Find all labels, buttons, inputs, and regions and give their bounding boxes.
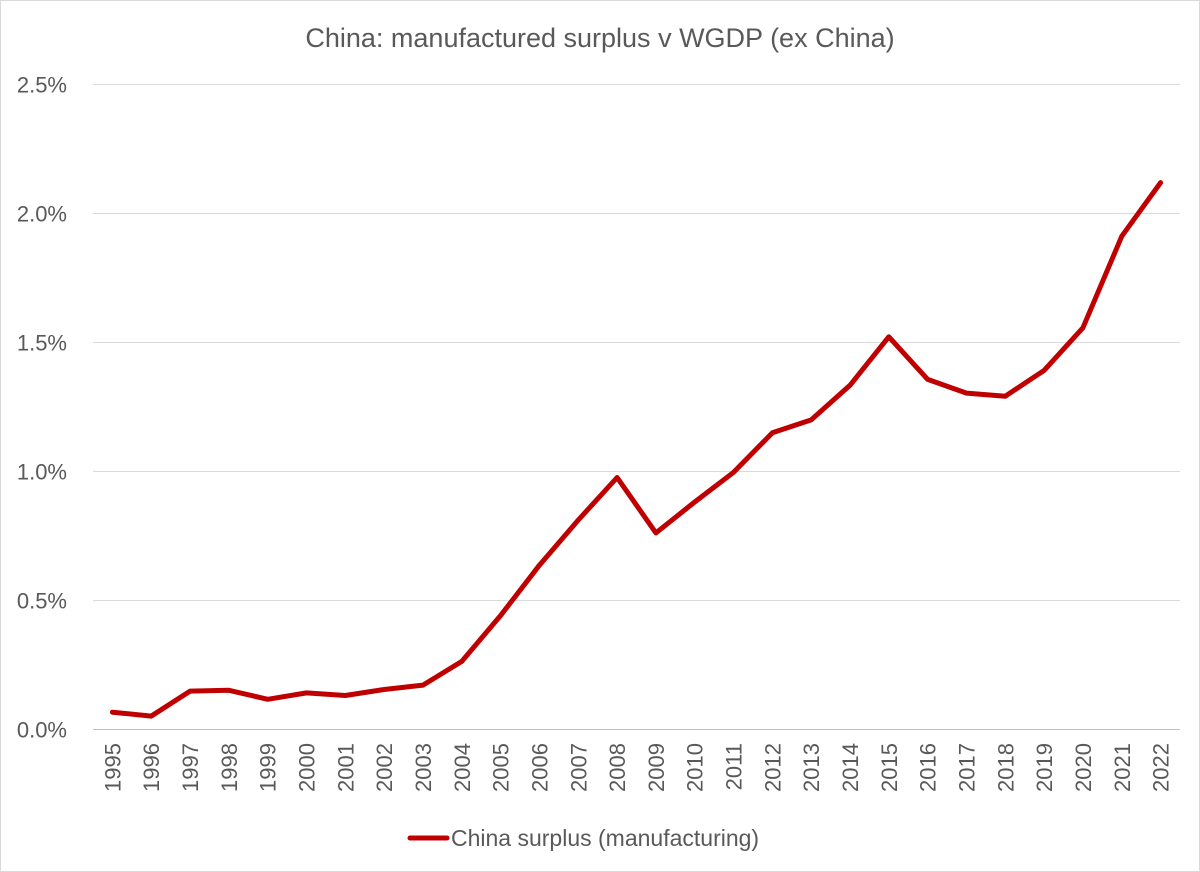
gridlines: [93, 84, 1180, 601]
legend-label: China surplus (manufacturing): [451, 825, 759, 851]
x-tick-label: 2010: [683, 743, 708, 792]
x-tick-label: 2005: [489, 743, 514, 792]
series: [109, 180, 1164, 719]
series-line: [109, 180, 1164, 719]
x-tick-label: 2011: [722, 743, 747, 790]
x-tick-label: 2007: [566, 743, 591, 792]
y-tick-label: 0.5%: [17, 589, 67, 614]
x-tick-label: 2006: [527, 743, 552, 792]
x-tick-label: 2017: [954, 743, 979, 792]
x-tick-label: 1995: [100, 743, 125, 792]
x-tick-label: 1996: [139, 743, 164, 792]
y-tick-label: 2.5%: [17, 73, 67, 98]
x-tick-label: 2004: [450, 743, 475, 792]
x-tick-label: 1998: [217, 743, 242, 792]
x-axis-ticks: 1995 1996 1997 1998 1999 2000 2001 2002 2003 2004…: [100, 743, 1173, 792]
x-tick-label: 2000: [295, 743, 320, 792]
x-tick-label: 2018: [993, 743, 1018, 792]
x-tick-label: 1999: [256, 743, 281, 792]
x-tick-label: 2013: [799, 743, 824, 792]
x-tick-label: 2015: [877, 743, 902, 792]
x-tick-label: 2008: [605, 743, 630, 792]
x-tick-label: 2002: [372, 743, 397, 792]
x-tick-label: 2001: [333, 743, 358, 792]
x-tick-label: 1997: [178, 743, 203, 792]
x-tick-label: 2019: [1032, 743, 1057, 792]
x-tick-label: 2009: [644, 743, 669, 792]
x-tick-label: 2022: [1149, 743, 1174, 792]
x-tick-label: 2021: [1110, 743, 1135, 792]
y-tick-label: 1.0%: [17, 460, 67, 485]
x-tick-label: 2012: [760, 743, 785, 792]
x-tick-label: 2016: [916, 743, 941, 792]
x-tick-label: 2020: [1071, 743, 1096, 792]
x-tick-label: 2014: [838, 743, 863, 792]
x-tick-label: 2003: [411, 743, 436, 792]
legend: China surplus (manufacturing): [407, 825, 759, 851]
y-tick-label: 0.0%: [17, 718, 67, 743]
y-tick-label: 2.0%: [17, 202, 67, 227]
chart-title: China: manufactured surplus v WGDP (ex C…: [305, 23, 894, 53]
y-tick-label: 1.5%: [17, 331, 67, 356]
y-axis-ticks: 0.0% 0.5% 1.0% 1.5% 2.0% 2.5%: [17, 73, 67, 743]
